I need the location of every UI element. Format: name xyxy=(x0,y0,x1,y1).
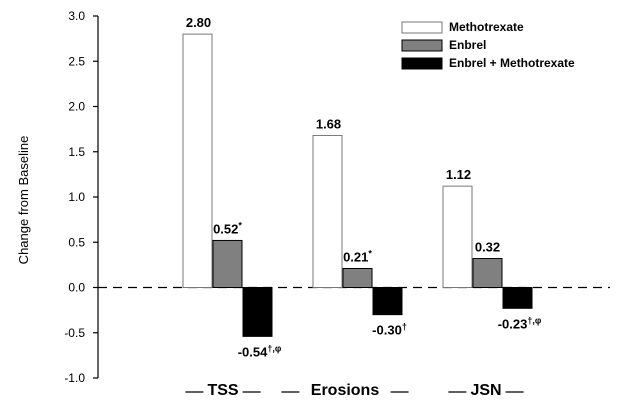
legend-swatch-enbrel xyxy=(401,39,443,52)
y-tick-label: 0.5 xyxy=(68,235,85,249)
value-label: 0.21* xyxy=(343,248,372,264)
value-label: 0.52* xyxy=(213,220,242,236)
value-label: -0.54†,φ xyxy=(238,343,282,359)
y-tick-label: 3.0 xyxy=(68,9,85,23)
legend-label-methotrexate: Methotrexate xyxy=(449,20,524,34)
y-tick-label: 1.5 xyxy=(68,145,85,159)
bar-enbrel-tss xyxy=(212,239,243,289)
y-tick-label: 0.0 xyxy=(68,281,85,295)
y-tick-label: 1.0 xyxy=(68,190,85,204)
bar-enbrel-erosions xyxy=(342,267,373,288)
category-label-tss: TSS xyxy=(207,382,238,399)
bar-methotrexate-tss xyxy=(182,33,213,288)
bar-enbrel-methotrexate-erosions xyxy=(372,287,403,316)
bar-methotrexate-erosions xyxy=(312,134,343,288)
bars-group xyxy=(182,33,533,337)
legend-swatch-enbrel-methotrexate xyxy=(401,57,443,70)
y-axis: 3.0 2.5 2.0 1.5 1.0 0.5 0.0 -0.5 -1.0 xyxy=(64,9,99,385)
value-label-footnote: * xyxy=(368,248,372,258)
bar-enbrel-methotrexate-tss xyxy=(242,287,273,337)
legend-label-enbrel: Enbrel xyxy=(449,38,486,52)
bar-enbrel-jsn xyxy=(472,258,503,289)
value-label: -0.30† xyxy=(372,322,407,338)
value-label: 1.12 xyxy=(446,167,471,182)
category-label-jsn: JSN xyxy=(470,382,501,399)
value-label: 0.32 xyxy=(475,240,500,255)
category-labels: TSS Erosions JSN xyxy=(185,382,524,399)
bar-enbrel-methotrexate-jsn xyxy=(502,287,533,309)
value-label: 1.68 xyxy=(316,116,341,131)
y-tick-label: 2.5 xyxy=(68,54,85,68)
legend: Methotrexate Enbrel Enbrel + Methotrexate xyxy=(401,20,575,70)
y-tick-label: -0.5 xyxy=(64,326,85,340)
value-label-footnote: † xyxy=(402,322,407,332)
y-tick-label: -1.0 xyxy=(64,371,85,385)
value-label: 2.80 xyxy=(186,15,211,30)
value-label: -0.23†,φ xyxy=(498,315,542,331)
y-axis-label: Change from Baseline xyxy=(16,136,31,265)
value-label-footnote: †,φ xyxy=(527,315,542,325)
legend-swatch-methotrexate xyxy=(401,21,443,34)
y-tick-label: 2.0 xyxy=(68,100,85,114)
legend-label-enbrel-methotrexate: Enbrel + Methotrexate xyxy=(449,56,575,70)
bar-methotrexate-jsn xyxy=(442,185,473,288)
value-label-footnote: * xyxy=(238,220,242,230)
category-label-erosions: Erosions xyxy=(311,382,380,399)
value-label-footnote: †,φ xyxy=(267,343,282,353)
